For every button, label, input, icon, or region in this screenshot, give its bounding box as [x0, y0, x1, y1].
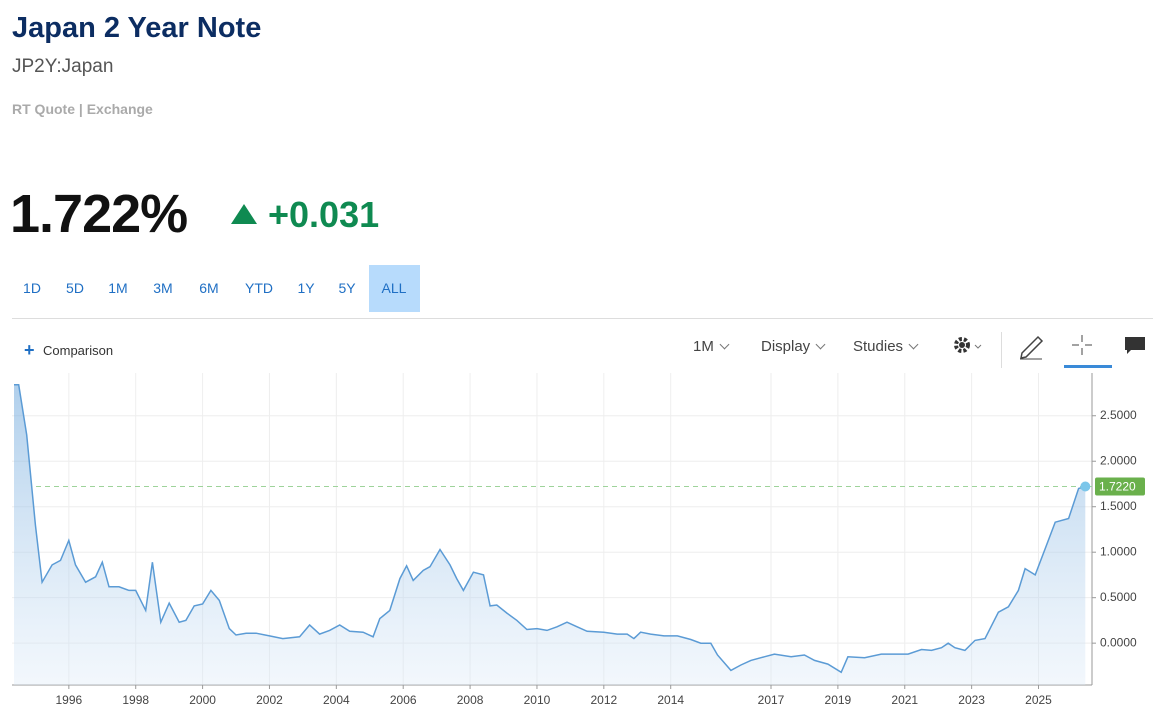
- range-button[interactable]: YTD: [245, 280, 273, 296]
- quote-source: RT Quote | Exchange: [12, 101, 153, 117]
- range-button[interactable]: 1M: [108, 280, 128, 296]
- last-value-badge: [1095, 477, 1145, 496]
- settings-icon[interactable]: [954, 337, 982, 353]
- y-tick-label: 0.0000: [1100, 635, 1137, 649]
- x-tick-label: 2010: [524, 693, 551, 707]
- last-value-label: 1.7220: [1099, 480, 1136, 494]
- price: 1.722%: [10, 184, 188, 244]
- comment-icon[interactable]: [1125, 337, 1145, 354]
- y-tick-label: 1.0000: [1100, 544, 1137, 558]
- x-tick-label: 2014: [657, 693, 684, 707]
- change: +0.031: [268, 194, 380, 235]
- last-point: [1080, 481, 1091, 492]
- separator: [12, 318, 1153, 319]
- range-button[interactable]: 1D: [23, 280, 41, 296]
- x-tick-label: 2006: [390, 693, 417, 707]
- x-tick-label: 2017: [758, 693, 785, 707]
- separator: [1001, 332, 1002, 368]
- x-tick-label: 2025: [1025, 693, 1052, 707]
- x-tick-label: 2000: [189, 693, 216, 707]
- x-tick-label: 2002: [256, 693, 283, 707]
- x-tick-label: 2004: [323, 693, 350, 707]
- title: Japan 2 Year Note: [12, 12, 262, 44]
- range-button[interactable]: 5Y: [338, 280, 356, 296]
- draw-icon[interactable]: [1020, 335, 1044, 360]
- x-tick-label: 1998: [122, 693, 149, 707]
- y-tick-label: 0.5000: [1100, 590, 1137, 604]
- line: [14, 384, 1086, 674]
- x-tick-label: 2019: [825, 693, 852, 707]
- range-button[interactable]: 3M: [153, 280, 173, 296]
- studies-dropdown[interactable]: Studies: [853, 338, 917, 355]
- x-tick-label: 2023: [958, 693, 985, 707]
- x-tick-label: 2012: [590, 693, 617, 707]
- crosshair-icon[interactable]: [1072, 335, 1092, 355]
- range-button[interactable]: 1Y: [297, 280, 315, 296]
- x-tick-label: 2008: [457, 693, 484, 707]
- active-tool-underline: [1064, 365, 1112, 368]
- range-button[interactable]: 6M: [199, 280, 219, 296]
- interval: 1M: [693, 338, 714, 355]
- area: [14, 384, 1086, 685]
- y-tick-label: 2.0000: [1100, 453, 1137, 467]
- display-dropdown[interactable]: Display: [761, 338, 824, 355]
- plus-icon[interactable]: +: [24, 340, 35, 360]
- comparison-button[interactable]: Comparison: [43, 343, 114, 358]
- x-tick-label: 2021: [891, 693, 918, 707]
- chart: 0.0000 0.5000 1.0000 1.5000 2.0000 2.5000 1996…: [12, 373, 1145, 707]
- range-button[interactable]: ALL: [368, 265, 420, 312]
- y-tick-label: 2.5000: [1100, 408, 1137, 422]
- x-tick-label: 1996: [55, 693, 82, 707]
- studies: Studies: [853, 338, 904, 355]
- y-tick-label: 1.5000: [1100, 499, 1137, 513]
- up-arrow: [231, 204, 257, 224]
- range-button[interactable]: 5D: [66, 280, 84, 296]
- display: Display: [761, 338, 811, 355]
- interval-dropdown[interactable]: 1M: [693, 338, 728, 355]
- toolbar-icons: [954, 335, 1145, 360]
- symbol: JP2Y:Japan: [12, 56, 114, 77]
